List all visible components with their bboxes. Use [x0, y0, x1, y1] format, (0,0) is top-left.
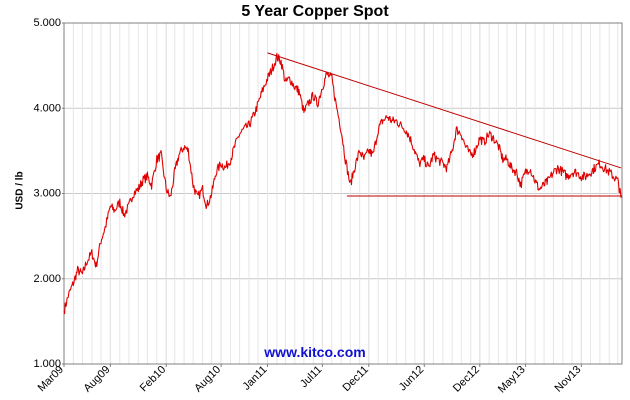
x-tick-label: Aug09: [82, 364, 113, 395]
y-tick-label: 4.000: [33, 102, 61, 114]
copper-price-line: [63, 52, 622, 315]
x-tick-label: Jun12: [397, 364, 427, 394]
x-tick-label: Feb10: [138, 364, 169, 395]
x-tick-label: Jan11: [241, 364, 270, 393]
resistance-trendline: [267, 52, 622, 169]
x-tick-label: Jul11: [298, 364, 325, 391]
watermark-link[interactable]: www.kitco.com: [264, 344, 366, 360]
chart-title: 5 Year Copper Spot: [241, 3, 389, 20]
x-tick-label: Aug10: [192, 364, 223, 395]
y-tick-label: 2.000: [33, 273, 61, 285]
y-tick-label: 3.000: [33, 188, 61, 200]
y-tick-label: 5.000: [33, 17, 61, 29]
x-tick-label: Nov13: [553, 364, 584, 395]
x-tick-label: May13: [496, 364, 528, 396]
x-tick-label: Dec11: [341, 364, 371, 394]
y-tick-label: 1.000: [33, 358, 61, 370]
x-tick-label: Dec12: [451, 364, 482, 395]
